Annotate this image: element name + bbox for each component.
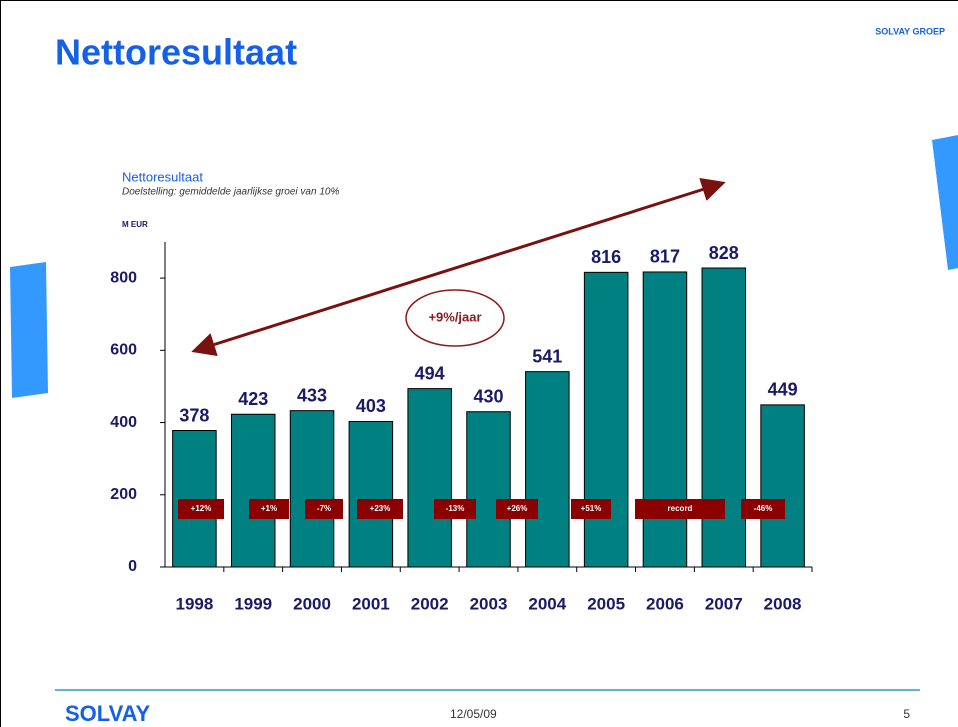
growth-box <box>571 499 611 519</box>
growth-box <box>178 499 224 519</box>
x-tick-label: 2000 <box>293 594 331 613</box>
footer-logo: SOLVAY <box>65 701 151 726</box>
growth-box <box>305 499 343 519</box>
bar <box>583 271 629 568</box>
chart-subtitle: Doelstelling: gemiddelde jaarlijkse groe… <box>122 187 339 198</box>
growth-box <box>434 499 476 519</box>
growth-label: +51% <box>581 504 602 513</box>
growth-box <box>741 499 785 519</box>
slide-title: Nettoresultaat <box>55 32 297 73</box>
y-label: M EUR <box>122 220 148 229</box>
value-label: 828 <box>709 243 739 263</box>
growth-box <box>249 499 289 519</box>
value-label: 433 <box>297 385 327 405</box>
value-label: 816 <box>591 247 621 267</box>
value-label: 378 <box>179 405 209 425</box>
x-tick-label: 2003 <box>470 594 508 613</box>
bar <box>407 388 452 568</box>
growth-label: +23% <box>370 504 391 513</box>
growth-label: +26% <box>507 504 528 513</box>
growth-label: -13% <box>446 504 465 513</box>
bar <box>525 371 570 568</box>
bar <box>701 267 747 568</box>
x-tick-label: 2008 <box>764 594 802 613</box>
bar <box>466 411 511 568</box>
value-label: 403 <box>356 396 386 416</box>
y-tick-label: 200 <box>110 486 137 503</box>
growth-box <box>357 499 403 519</box>
bar <box>348 420 394 568</box>
growth-box <box>635 499 725 519</box>
annotation: +9%/jaar <box>428 309 481 324</box>
value-label: 817 <box>650 247 680 267</box>
x-tick-label: 2002 <box>411 594 449 613</box>
growth-label: +1% <box>261 504 277 513</box>
growth-label: record <box>668 504 693 513</box>
trend-arrow <box>191 178 726 356</box>
deco-left <box>10 262 48 398</box>
x-tick-label: 2001 <box>352 594 390 613</box>
bar <box>230 413 276 568</box>
x-tick-label: 1999 <box>234 594 272 613</box>
value-label: 541 <box>532 346 562 366</box>
value-label: 494 <box>415 363 445 383</box>
footer-date: 12/05/09 <box>450 707 497 721</box>
bar <box>760 404 805 568</box>
x-tick-label: 2004 <box>528 594 566 613</box>
growth-label: -46% <box>754 504 773 513</box>
x-tick-label: 2007 <box>705 594 743 613</box>
x-tick-label: 1998 <box>175 594 213 613</box>
annotation-ellipse <box>405 289 505 347</box>
value-label: 430 <box>473 386 503 406</box>
chart-title: Nettoresultaat <box>122 169 203 184</box>
x-tick-label: 2006 <box>646 594 684 613</box>
y-tick-label: 400 <box>110 414 137 431</box>
brand: SOLVAY GROEP <box>875 26 945 36</box>
growth-label: -7% <box>317 504 331 513</box>
y-tick-label: 0 <box>128 558 137 575</box>
footer-page: 5 <box>903 707 910 721</box>
x-tick-label: 2005 <box>587 594 625 613</box>
value-label: 449 <box>768 380 798 400</box>
growth-box <box>496 499 538 519</box>
value-label: 423 <box>238 389 268 409</box>
bar <box>289 410 335 568</box>
bar <box>172 430 217 568</box>
deco-right <box>932 135 958 270</box>
y-tick-label: 800 <box>110 269 137 286</box>
bar <box>642 271 688 568</box>
y-tick-label: 600 <box>110 342 137 359</box>
growth-label: +12% <box>191 504 212 513</box>
